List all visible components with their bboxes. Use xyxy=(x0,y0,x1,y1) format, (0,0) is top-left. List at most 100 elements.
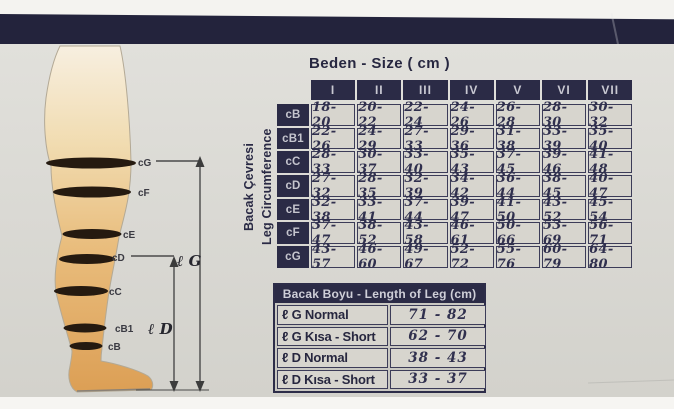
size-cell: 24-26 xyxy=(449,100,494,130)
size-cell: 29-36 xyxy=(449,124,494,154)
size-table-title: Beden - Size ( cm ) xyxy=(309,55,450,72)
size-cell: 27-33 xyxy=(403,124,448,154)
size-column-header: II xyxy=(357,80,402,100)
length-row-value: 33 - 37 xyxy=(390,369,486,389)
length-row-label: ℓ D Kısa - Short xyxy=(277,369,388,389)
length-label-lG: ℓ G xyxy=(177,252,202,270)
size-row-header: cB1 xyxy=(277,127,309,150)
leg-diagram: cG cF cE cD cC cB1 cB ℓ G ℓ D xyxy=(44,45,209,393)
size-cell: 43-57 xyxy=(311,242,356,272)
size-cell: 30-37 xyxy=(357,147,402,177)
size-column-header: VI xyxy=(541,80,587,100)
size-row-header: cE xyxy=(277,198,309,221)
length-label-lD: ℓ D xyxy=(148,320,173,338)
size-cell: 38-45 xyxy=(541,171,587,201)
size-cell: 60-79 xyxy=(541,242,587,272)
size-cell: 64-80 xyxy=(588,242,633,272)
size-cell: 50-66 xyxy=(495,218,540,248)
size-table-body: cB 18-20 20-22 22-24 24-26 26-28 28-30 30-32 cB1… xyxy=(277,100,633,272)
size-cell: 43-58 xyxy=(403,218,448,248)
size-row-header: cF xyxy=(277,222,309,245)
length-table: Bacak Boyu - Length of Leg (cm) ℓ G Norm… xyxy=(273,283,486,393)
size-cell: 32-38 xyxy=(311,195,356,225)
size-cell: 28-30 xyxy=(541,100,587,130)
band-cB xyxy=(69,342,103,350)
size-cell: 22-26 xyxy=(311,124,356,154)
size-cell: 39-46 xyxy=(541,147,587,177)
size-cell: 30-32 xyxy=(588,100,633,130)
size-cell: 36-44 xyxy=(495,171,540,201)
band-cF xyxy=(53,186,131,198)
size-cell: 53-69 xyxy=(541,218,587,248)
size-cell: 37-47 xyxy=(311,218,356,248)
band-cE xyxy=(62,229,122,239)
size-cell: 45-54 xyxy=(588,195,633,225)
size-column-header: I xyxy=(311,80,356,100)
length-row-value: 38 - 43 xyxy=(390,348,486,368)
size-cell: 41-50 xyxy=(495,195,540,225)
size-cell: 35-40 xyxy=(588,124,633,154)
size-cell: 26-28 xyxy=(495,100,540,130)
length-row-value: 62 - 70 xyxy=(390,326,486,346)
size-cell: 31-38 xyxy=(495,124,540,154)
band-label-cB: cB xyxy=(108,342,121,353)
length-row-label: ℓ G Normal xyxy=(277,305,388,325)
size-cell: 33-39 xyxy=(541,124,587,154)
size-column-header: III xyxy=(403,80,448,100)
leg-circumference-side-label: Bacak Çevresi Leg Circumference xyxy=(240,101,277,273)
size-cell: 52-72 xyxy=(449,242,494,272)
size-cell: 35-43 xyxy=(449,147,494,177)
size-table-header-row: I II III IV V VI VII xyxy=(311,80,633,100)
size-cell: 32-39 xyxy=(403,171,448,201)
size-cell: 34-42 xyxy=(449,171,494,201)
size-cell: 55-76 xyxy=(495,242,540,272)
band-label-cF: cF xyxy=(138,188,150,199)
side-label-english: Leg Circumference xyxy=(260,128,274,246)
length-row-label: ℓ D Normal xyxy=(277,348,388,368)
band-label-cD: cD xyxy=(112,253,125,264)
size-cell: 28-33 xyxy=(311,147,356,177)
size-column-header: IV xyxy=(449,80,494,100)
size-cell: 20-22 xyxy=(357,100,402,130)
band-label-cG: cG xyxy=(138,158,152,169)
size-cell: 43-52 xyxy=(541,195,587,225)
size-cell: 18-20 xyxy=(311,100,356,130)
size-row-header: cB xyxy=(277,104,309,126)
size-cell: 46-60 xyxy=(357,242,402,272)
size-cell: 28-35 xyxy=(357,171,402,201)
size-column-header: V xyxy=(495,80,540,100)
length-table-title: Bacak Boyu - Length of Leg (cm) xyxy=(275,285,484,303)
band-cB1 xyxy=(63,323,107,333)
band-cC xyxy=(54,286,108,296)
size-cell: 56-71 xyxy=(588,218,633,248)
size-cell: 46-61 xyxy=(449,218,494,248)
size-cell: 49-67 xyxy=(403,242,448,272)
size-cell: 38-52 xyxy=(357,218,402,248)
length-row-value: 71 - 82 xyxy=(390,305,486,325)
band-label-cC: cC xyxy=(109,287,122,298)
band-cD xyxy=(59,254,115,264)
foot-sole-line xyxy=(76,388,151,392)
side-label-turkish: Bacak Çevresi xyxy=(242,142,256,232)
size-cell: 41-48 xyxy=(588,147,633,177)
size-cell: 27-32 xyxy=(311,171,356,201)
size-row-header: cC xyxy=(277,151,309,174)
size-cell: 24-29 xyxy=(357,124,402,154)
size-cell: 33-41 xyxy=(357,195,402,225)
length-row-label: ℓ G Kısa - Short xyxy=(277,326,388,346)
leg-shape xyxy=(44,45,154,393)
measurement-arrowheads xyxy=(169,156,205,392)
size-cell: 39-47 xyxy=(449,195,494,225)
size-cell: 37-44 xyxy=(403,195,448,225)
size-row-header: cG xyxy=(277,246,309,268)
bottom-strip xyxy=(0,397,674,409)
size-cell: 33-40 xyxy=(403,147,448,177)
size-cell: 40-47 xyxy=(588,171,633,201)
size-column-header: VII xyxy=(588,80,633,100)
measurement-lines xyxy=(131,160,209,391)
size-row-header: cD xyxy=(277,175,309,197)
length-table-body: ℓ G Normal 71 - 82 ℓ G Kısa - Short 62 - 70… xyxy=(275,303,486,391)
size-cell: 37-45 xyxy=(495,147,540,177)
band-cG xyxy=(46,157,136,169)
size-cell: 22-24 xyxy=(403,100,448,130)
